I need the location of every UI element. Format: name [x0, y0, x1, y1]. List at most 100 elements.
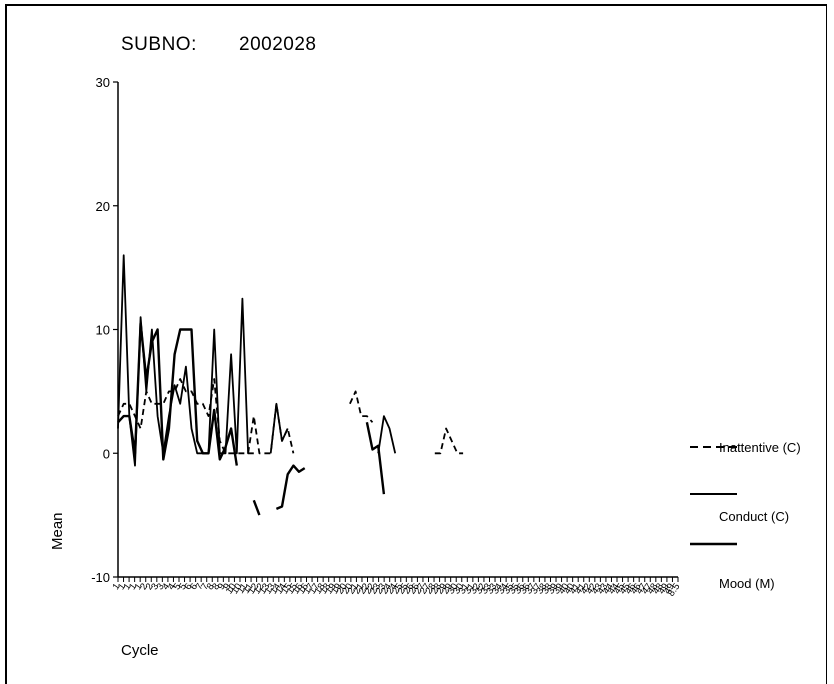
legend-label-conduct: Conduct (C) — [719, 509, 790, 524]
x-tick-label: 31 — [457, 581, 472, 596]
x-tick-label: 22 — [357, 581, 372, 596]
x-tick-label: 37 — [523, 581, 538, 596]
x-tick-label: 6 — [188, 581, 200, 592]
x-tick-label: 45 — [612, 581, 627, 596]
x-tick-labels: 1111122334455667788991010111112121313141… — [110, 577, 682, 599]
x-tick-label: 29 — [435, 581, 450, 596]
x-tick-label: 39 — [545, 581, 560, 596]
x-tick-label: 30 — [451, 581, 466, 596]
x-tick-label: 26 — [407, 581, 422, 596]
x-tick-label: 15 — [285, 581, 300, 596]
y-axis-label: Mean — [49, 512, 66, 550]
x-tick-label: 20 — [340, 581, 355, 596]
y-tick-label: 20 — [96, 199, 110, 214]
x-tick-label: 24 — [379, 581, 394, 596]
x-tick-label: 43 — [590, 581, 605, 596]
x-tick-label: 5 — [171, 581, 183, 592]
x-tick-label: 31 — [462, 581, 477, 596]
x-tick-label: 47 — [640, 581, 655, 596]
x-axis-label: Cycle — [121, 642, 159, 659]
x-tick-label: 16 — [296, 581, 311, 596]
x-tick-label: 9 — [221, 581, 233, 592]
x-tick-label: 28 — [423, 581, 438, 596]
legend — [690, 446, 737, 546]
x-tick-label: 10 — [229, 581, 244, 596]
x-tick-label: 4 — [160, 581, 172, 592]
x-tick-label: 12 — [246, 581, 261, 596]
x-tick-label: 13 — [263, 581, 278, 596]
x-tick-label: 19 — [329, 581, 344, 596]
x-tick-label: 7 — [194, 581, 206, 592]
x-tick-label: 27 — [418, 581, 433, 596]
y-tick-label: 10 — [96, 323, 110, 338]
x-tick-label: 45 — [617, 581, 632, 596]
y-tick-label: 0 — [103, 446, 110, 461]
x-tick-label: 5 — [177, 581, 189, 592]
x-tick-label: 41 — [568, 581, 583, 596]
x-tick-label: 24 — [385, 581, 400, 596]
series-line-inattentive-c — [117, 378, 464, 455]
x-tick-label: 2 — [144, 581, 156, 592]
x-tick-label: 7 — [199, 581, 211, 592]
x-tick-label: 36 — [518, 581, 533, 596]
x-tick-label: 15 — [279, 581, 294, 596]
x-tick-label: 1 — [133, 581, 145, 592]
subno-label: SUBNO: — [121, 34, 197, 55]
x-tick-label: 3 — [149, 581, 161, 592]
x-tick-label: 46 — [623, 581, 638, 596]
x-tick-label: 14 — [274, 581, 289, 596]
x-tick-label: 28 — [429, 581, 444, 596]
x-tick-label: 17 — [307, 581, 322, 596]
x-tick-label: 25 — [390, 581, 405, 596]
x-tick-label: 35 — [507, 581, 522, 596]
x-tick-label: 18 — [318, 581, 333, 596]
x-tick-label: 19 — [324, 581, 339, 596]
x-tick-label: 40 — [556, 581, 571, 596]
x-tick-label: 29 — [440, 581, 455, 596]
x-tick-label: 44 — [606, 581, 621, 596]
x-tick-label: 42 — [584, 581, 599, 596]
x-tick-label: 34 — [495, 581, 510, 596]
x-tick-label: 37 — [529, 581, 544, 596]
x-tick-label: 33 — [484, 581, 499, 596]
series-lines — [117, 254, 464, 516]
figure-frame — [5, 4, 827, 684]
y-tick-label: 30 — [96, 75, 110, 90]
x-tick-label: 42 — [579, 581, 594, 596]
x-tick-label: 46 — [629, 581, 644, 596]
x-tick-label: 36 — [512, 581, 527, 596]
x-tick-label: 4 — [166, 581, 178, 592]
x-tick-label: 40 — [562, 581, 577, 596]
x-tick-label: 33 — [479, 581, 494, 596]
x-tick-label: 49 — [662, 581, 677, 596]
x-tick-label: 8 — [210, 581, 222, 592]
x-tick-label: 49 — [656, 581, 671, 596]
x-tick-label: 26 — [401, 581, 416, 596]
x-tick-label: 10 — [224, 581, 239, 596]
x-tick-label: 22 — [362, 581, 377, 596]
x-tick-label: 48 — [645, 581, 660, 596]
x-tick-label: 39 — [551, 581, 566, 596]
x-tick-label: 25 — [396, 581, 411, 596]
x-tick-label: 6 — [182, 581, 194, 592]
x-tick-label: 1 — [127, 581, 139, 592]
x-tick-label: 9 — [216, 581, 228, 592]
legend-label-mood: Mood (M) — [719, 576, 775, 591]
x-tick-label: 8 — [205, 581, 217, 592]
x-tick-label: 21 — [351, 581, 366, 596]
x-tick-label: 12 — [252, 581, 267, 596]
series-line-conduct-c — [117, 254, 397, 467]
x-tick-label: 21 — [346, 581, 361, 596]
x-tick-label: 32 — [473, 581, 488, 596]
x-tick-label: 41 — [573, 581, 588, 596]
x-tick-label: 1 — [110, 581, 122, 592]
x-tick-label: 1 — [116, 581, 128, 592]
x-tick-label: 27 — [412, 581, 427, 596]
x-tick-label: 1 — [121, 581, 133, 592]
x-tick-label: 20 — [335, 581, 350, 596]
x-tick-label: 23 — [368, 581, 383, 596]
x-tick-label: 47 — [634, 581, 649, 596]
x-tick-label: 38 — [534, 581, 549, 596]
x-tick-label: 3 — [155, 581, 167, 592]
